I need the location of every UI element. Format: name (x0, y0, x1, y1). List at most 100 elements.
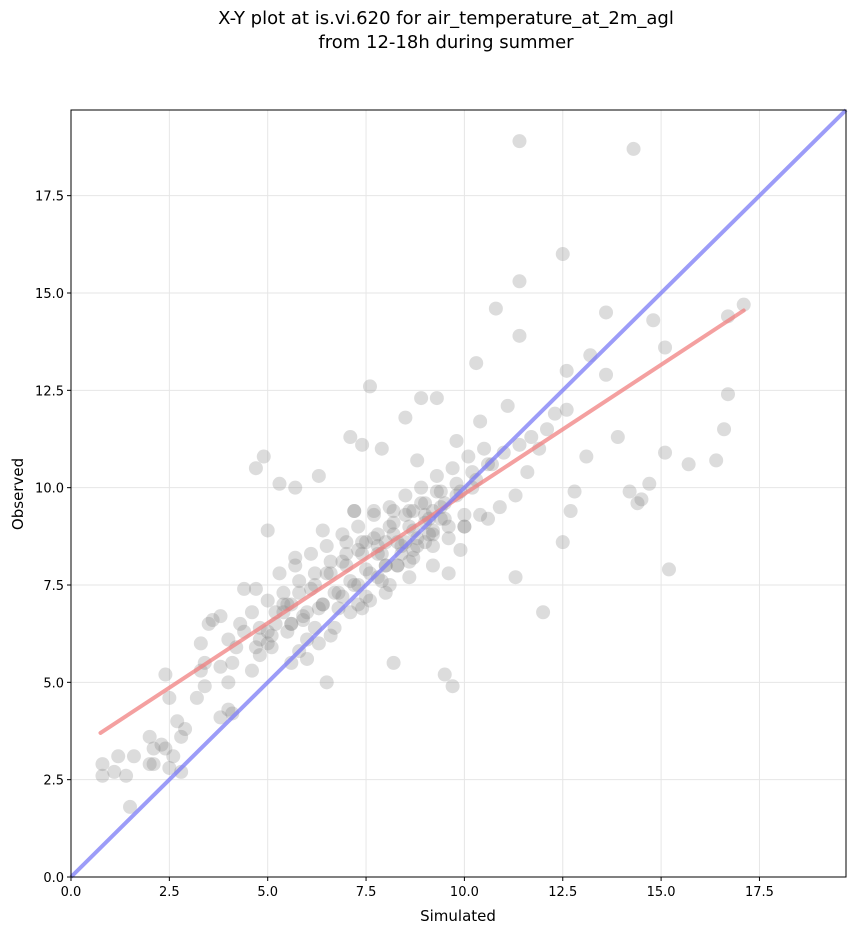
scatter-point (492, 500, 507, 515)
scatter-points (95, 134, 751, 814)
scatter-point (540, 422, 555, 437)
scatter-point (189, 690, 204, 705)
scatter-point (646, 313, 661, 328)
x-tick-label: 0.0 (61, 885, 82, 900)
scatter-point (225, 706, 240, 721)
scatter-point (315, 597, 330, 612)
scatter-point (512, 437, 527, 452)
scatter-point (311, 468, 326, 483)
scatter-point (347, 504, 362, 519)
scatter-point (123, 799, 138, 814)
scatter-point (335, 527, 350, 542)
scatter-point (264, 628, 279, 643)
x-tick-label: 7.5 (356, 885, 377, 900)
scatter-point (339, 535, 354, 550)
scatter-point (252, 648, 267, 663)
scatter-point (481, 511, 496, 526)
scatter-point (406, 542, 421, 557)
scatter-point (170, 714, 185, 729)
scatter-point (284, 655, 299, 670)
reference-lines (69, 108, 848, 879)
scatter-point (248, 461, 263, 476)
scatter-point (221, 702, 236, 717)
scatter-point (418, 496, 433, 511)
scatter-point (284, 616, 299, 631)
scatter-point (197, 679, 212, 694)
scatter-point (158, 741, 173, 756)
scatter-point (260, 636, 275, 651)
scatter-point (292, 585, 307, 600)
y-tick-label: 0.0 (43, 871, 64, 886)
scatter-point (370, 527, 385, 542)
scatter-point (300, 632, 315, 647)
scatter-point (362, 593, 377, 608)
scatter-point (311, 601, 326, 616)
scatter-point (142, 757, 157, 772)
scatter-point (386, 515, 401, 530)
scatter-point (319, 539, 334, 554)
regression-line (98, 308, 746, 735)
x-axis-ticks: 0.0 2.5 5.0 7.5 10.0 12.5 15.0 17.5 (61, 877, 774, 900)
scatter-point (599, 305, 614, 320)
y-tick-label: 17.5 (35, 190, 64, 205)
y-tick-label: 7.5 (43, 579, 64, 594)
scatter-point (359, 589, 374, 604)
scatter-point (406, 504, 421, 519)
scatter-point (512, 328, 527, 343)
scatter-point (429, 391, 444, 406)
scatter-point (244, 605, 259, 620)
scatter-point (441, 566, 456, 581)
scatter-point (406, 550, 421, 565)
scatter-point (288, 558, 303, 573)
scatter-point (634, 492, 649, 507)
scatter-point (429, 468, 444, 483)
scatter-point (520, 465, 535, 480)
scatter-point (213, 659, 228, 674)
scatter-point (296, 609, 311, 624)
scatter-point (319, 675, 334, 690)
scatter-point (225, 655, 240, 670)
scatter-point (658, 445, 673, 460)
scatter-point (142, 729, 157, 744)
scatter-point (300, 605, 315, 620)
y-tick-label: 15.0 (35, 287, 64, 302)
scatter-point (414, 391, 429, 406)
scatter-point (323, 628, 338, 643)
chart-title: X-Y plot at is.vi.620 for air_temperatur… (218, 8, 674, 29)
scatter-point (327, 620, 342, 635)
scatter-point (111, 749, 126, 764)
y-tick-label: 5.0 (43, 676, 64, 691)
scatter-point (119, 768, 134, 783)
scatter-point (441, 519, 456, 534)
scatter-point (95, 768, 110, 783)
scatter-point (248, 640, 263, 655)
x-tick-label: 5.0 (257, 885, 278, 900)
scatter-point (512, 274, 527, 289)
scatter-point (555, 535, 570, 550)
scatter-point (315, 523, 330, 538)
scatter-point (331, 601, 346, 616)
scatter-point (622, 484, 637, 499)
scatter-point (374, 441, 389, 456)
scatter-point (402, 570, 417, 585)
scatter-point (288, 550, 303, 565)
scatter-point (107, 764, 122, 779)
scatter-point (461, 449, 476, 464)
scatter-point (599, 367, 614, 382)
scatter-point (366, 507, 381, 522)
scatter-point (347, 504, 362, 519)
x-tick-label: 17.5 (745, 885, 774, 900)
scatter-point (162, 760, 177, 775)
y-tick-label: 12.5 (35, 384, 64, 399)
scatter-point (473, 507, 488, 522)
x-tick-label: 12.5 (548, 885, 577, 900)
scatter-point (398, 410, 413, 425)
scatter-point (414, 480, 429, 495)
scatter-point (610, 430, 625, 445)
scatter-point (280, 624, 295, 639)
scatter-point (193, 636, 208, 651)
x-tick-label: 15.0 (647, 885, 676, 900)
scatter-point (300, 651, 315, 666)
scatter-point (343, 574, 358, 589)
scatter-point (469, 356, 484, 371)
